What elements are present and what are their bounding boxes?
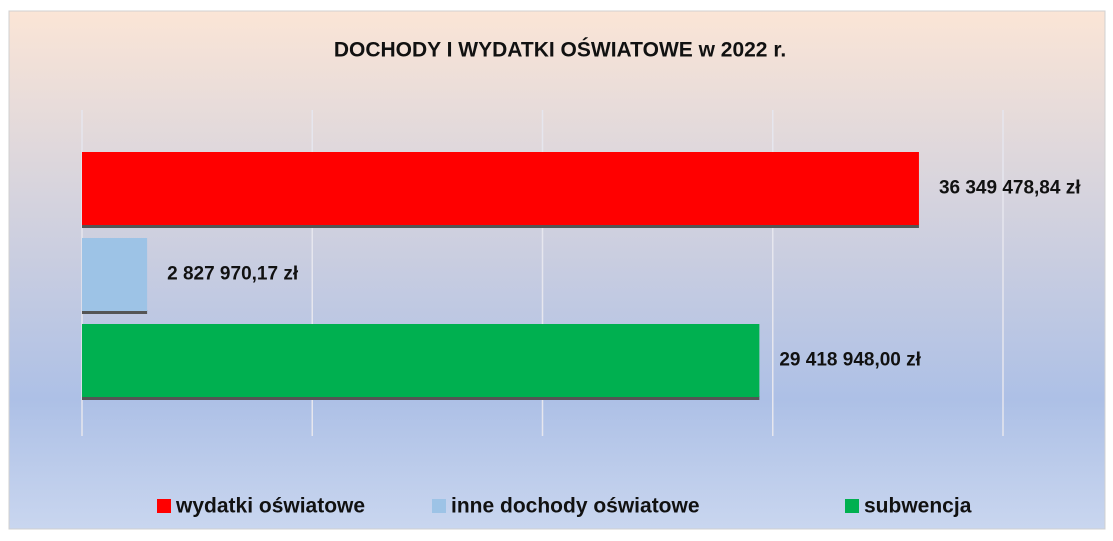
legend-swatch xyxy=(157,499,171,513)
bar xyxy=(82,152,919,225)
chart-background xyxy=(8,10,1106,530)
data-label: 2 827 970,17 zł xyxy=(167,264,299,285)
bar-shadow xyxy=(82,396,760,400)
data-label: 36 349 478,84 zł xyxy=(939,178,1081,199)
legend-label: subwencja xyxy=(864,495,972,518)
bar xyxy=(82,324,760,397)
bar xyxy=(82,238,148,311)
legend-swatch xyxy=(432,499,446,513)
bar-shadow xyxy=(82,224,919,228)
bar-shadow xyxy=(82,310,148,314)
chart-title: DOCHODY I WYDATKI OŚWIATOWE w 2022 r. xyxy=(334,38,786,62)
data-label: 29 418 948,00 zł xyxy=(779,350,921,371)
legend-swatch xyxy=(845,499,859,513)
legend-label: inne dochody oświatowe xyxy=(451,495,700,518)
legend-label: wydatki oświatowe xyxy=(175,495,365,518)
